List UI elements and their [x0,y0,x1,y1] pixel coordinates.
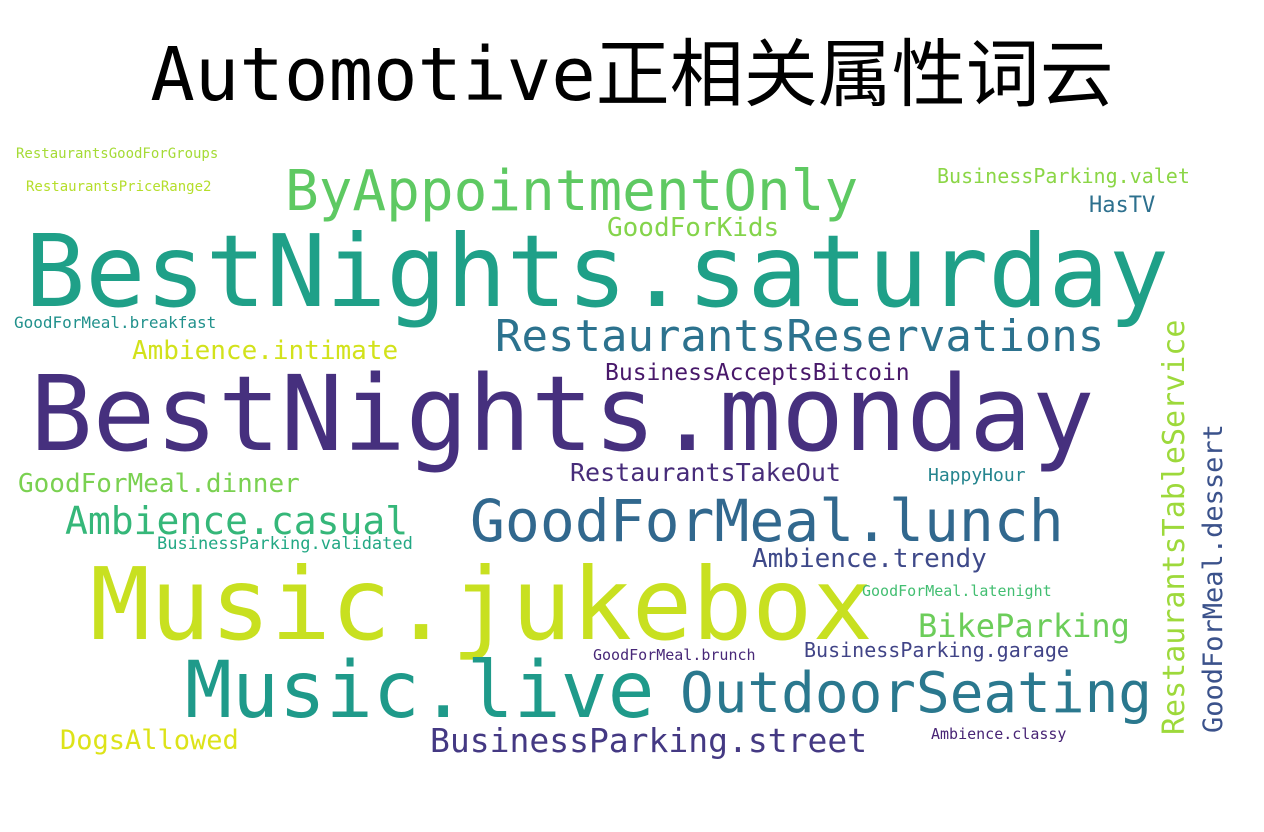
word-restaurantsgoodforgroups: RestaurantsGoodForGroups [16,146,219,162]
word-music-live: Music.live [185,646,655,736]
word-businessparking-valet: BusinessParking.valet [937,164,1190,188]
word-ambience-intimate: Ambience.intimate [132,336,399,366]
word-bestnights-monday: BestNights.monday [30,353,1095,475]
word-businessparking-garage: BusinessParking.garage [804,638,1069,662]
word-goodformeal-breakfast: GoodForMeal.breakfast [14,313,217,332]
word-restaurantstableservice: RestaurantsTableService [1157,319,1192,735]
word-music-jukebox: Music.jukebox [90,546,873,663]
word-goodforkids: GoodForKids [607,213,780,243]
word-businessacceptsbitcoin: BusinessAcceptsBitcoin [605,360,910,386]
word-restaurantsreservations: RestaurantsReservations [495,311,1105,362]
word-dogsallowed: DogsAllowed [60,725,239,756]
word-goodformeal-brunch: GoodForMeal.brunch [593,646,756,664]
word-ambience-trendy: Ambience.trendy [752,544,987,574]
word-byappointmentonly: ByAppointmentOnly [285,159,859,224]
word-bikeparking: BikeParking [918,607,1130,645]
word-goodformeal-lunch: GoodForMeal.lunch [470,487,1064,555]
word-ambience-classy: Ambience.classy [931,725,1067,743]
word-happyhour: HappyHour [928,465,1026,486]
word-businessparking-street: BusinessParking.street [430,721,868,760]
word-businessparking-validated: BusinessParking.validated [157,534,413,554]
word-hastv: HasTV [1089,193,1156,218]
word-ambience-casual: Ambience.casual [65,499,409,543]
word-goodformeal-dinner: GoodForMeal.dinner [18,469,300,499]
word-outdoorseating: OutdoorSeating [680,661,1153,726]
word-restaurantstakeout: RestaurantsTakeOut [570,458,841,487]
word-goodformeal-dessert: GoodForMeal.dessert [1198,424,1229,733]
chart-title: Automotive正相关属性词云 [150,32,1114,118]
word-restaurantspricerange2: RestaurantsPriceRange2 [26,179,212,195]
word-goodformeal-latenight: GoodForMeal.latenight [862,582,1052,600]
word-bestnights-saturday: BestNights.saturday [25,213,1169,330]
